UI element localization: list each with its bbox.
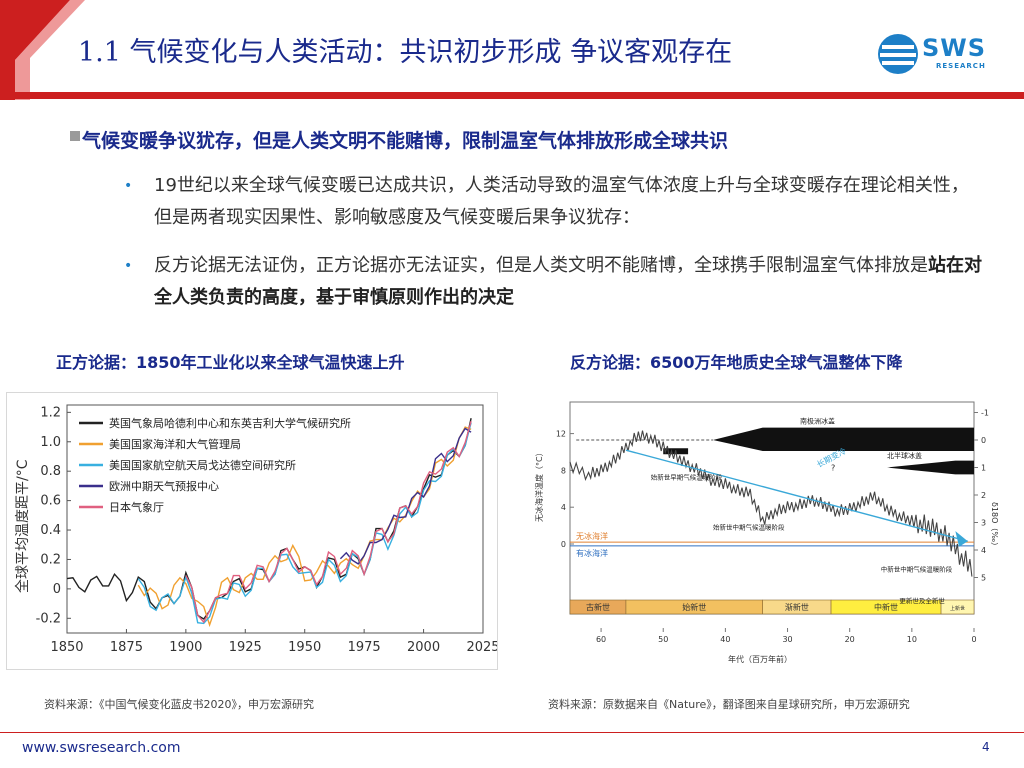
footer-divider bbox=[0, 732, 1024, 733]
y-tick-label-right: 0 bbox=[981, 436, 986, 445]
antarctic-ice-bar bbox=[712, 427, 974, 451]
right-chart-caption: 反方论据：6500万年地质史全球气温整体下降 bbox=[570, 353, 903, 372]
square-bullet-icon bbox=[70, 131, 80, 141]
legend-entry: 欧洲中期天气预报中心 bbox=[109, 479, 219, 493]
y-tick-label-right: 5 bbox=[981, 574, 986, 583]
bullet-item-2: • 反方论据无法证伪，正方论据亦无法证实，但是人类文明不能赌博，全球携手限制温室… bbox=[124, 250, 984, 314]
epoch-label: 渐新世 bbox=[785, 602, 809, 612]
logo-subtext: RESEARCH bbox=[936, 62, 986, 70]
y-tick-label-left: 8 bbox=[561, 466, 566, 475]
x-tick-label: 2000 bbox=[407, 640, 440, 655]
annotation: 始新世中期气候温暖阶段 bbox=[713, 522, 785, 531]
bullet-text: 19世纪以来全球气候变暖已达成共识，人类活动导致的温室气体浓度上升与全球变暖存在… bbox=[154, 175, 969, 228]
epoch-label: 始新世 bbox=[682, 602, 706, 612]
trend-arrow-icon bbox=[955, 531, 968, 547]
left-source-note: 资料来源：《中国气候变化蓝皮书2020》，申万宏源研究 bbox=[44, 698, 314, 711]
header-bar bbox=[0, 0, 1024, 100]
y-tick-label-left: 0 bbox=[561, 540, 566, 549]
ocean-label: 无冰海洋 bbox=[576, 531, 608, 541]
sws-logo: SWS RESEARCH bbox=[876, 32, 1002, 76]
y-tick-label-right: 4 bbox=[981, 546, 986, 555]
section-heading: 气候变暖争议犹存，但是人类文明不能赌博，限制温室气体排放形成全球共识 bbox=[70, 126, 729, 153]
left-chart-caption: 正方论据：1850年工业化以来全球气温快速上升 bbox=[56, 353, 405, 372]
y-tick-label: 0 bbox=[53, 582, 61, 597]
x-axis-label: 年代（百万年前） bbox=[728, 654, 792, 664]
series-line-4 bbox=[339, 427, 472, 565]
y-tick-label: 0.2 bbox=[40, 552, 61, 567]
x-tick-label: 10 bbox=[907, 635, 917, 644]
bullet-item-1: • 19世纪以来全球气候变暖已达成共识，人类活动导致的温室气体浓度上升与全球变暖… bbox=[124, 170, 984, 234]
temperature-series-line bbox=[569, 430, 973, 577]
legend-entry: 美国国家海洋和大气管理局 bbox=[109, 437, 241, 451]
x-tick-label: 1950 bbox=[288, 640, 321, 655]
x-tick-label: 1975 bbox=[348, 640, 381, 655]
annotation: ? bbox=[831, 463, 835, 472]
northern-ice-bar bbox=[886, 460, 974, 475]
x-tick-label: 1875 bbox=[110, 640, 143, 655]
series-line-2 bbox=[137, 426, 472, 628]
y-tick-label-right: -1 bbox=[981, 409, 989, 418]
x-tick-label: 60 bbox=[596, 635, 606, 644]
footer-url[interactable]: www.swsresearch.com bbox=[22, 740, 181, 756]
temperature-anomaly-chart: 全球平均温度距平/°C 1.2 1.0 0.8 0.6 0.4 0.2 0 -0.2 1850… bbox=[14, 404, 500, 655]
left-chart-panel: 全球平均温度距平/°C 1.2 1.0 0.8 0.6 0.4 0.2 0 -0.2 1850… bbox=[6, 392, 500, 670]
y-tick-label-right: 3 bbox=[981, 519, 986, 528]
x-tick-label: 40 bbox=[720, 635, 730, 644]
epoch-label: 上新世 bbox=[950, 605, 965, 612]
y-tick-label: 1.0 bbox=[40, 435, 61, 450]
cooling-trend-line bbox=[625, 449, 968, 542]
bullet-dot-icon: • bbox=[124, 258, 133, 274]
x-tick-label: 2025 bbox=[466, 640, 497, 655]
legend-entry: 美国国家航空航天局戈达德空间研究所 bbox=[109, 458, 296, 472]
bullet-text: 反方论据无法证伪，正方论据亦无法证实，但是人类文明不能赌博，全球携手限制温室气体… bbox=[154, 255, 928, 276]
ice-label: 北半球冰盖 bbox=[887, 451, 922, 460]
logo-mark-icon bbox=[878, 34, 918, 74]
epoch-label: 中新世 bbox=[874, 602, 898, 612]
epoch-label: 古新世 bbox=[586, 602, 610, 612]
x-tick-label: 1925 bbox=[229, 640, 262, 655]
logo-text: SWS bbox=[922, 34, 987, 62]
y-tick-label: 0.6 bbox=[40, 494, 61, 509]
series-line-3 bbox=[137, 422, 472, 625]
y-tick-label: 1.2 bbox=[40, 405, 61, 420]
x-tick-label: 1900 bbox=[169, 640, 202, 655]
y-axis-label: 全球平均温度距平/°C bbox=[14, 459, 31, 593]
y-tick-label-right: 2 bbox=[981, 491, 986, 500]
section-heading-text: 气候变暖争议犹存，但是人类文明不能赌博，限制温室气体排放形成全球共识 bbox=[82, 130, 729, 152]
right-source-note: 资料来源：原数据来自《Nature》，翻译图来自星球研究所，申万宏源研究 bbox=[548, 698, 910, 711]
y-tick-label-left: 4 bbox=[561, 503, 566, 512]
x-tick-label: 20 bbox=[845, 635, 855, 644]
y-tick-label: -0.2 bbox=[36, 611, 61, 626]
annotation: 中新世中期气候温暖阶段 bbox=[881, 565, 953, 574]
bullet-dot-icon: • bbox=[124, 178, 133, 194]
ocean-label: 有冰海洋 bbox=[576, 548, 608, 558]
geologic-temperature-chart: 无冰海洋温度（°C） δ18O（‰） 年代（百万年前） 60 50 40 30 20 10… bbox=[534, 401, 999, 664]
y-tick-label-right: 1 bbox=[981, 464, 986, 473]
y-tick-label: 0.8 bbox=[40, 464, 61, 479]
epoch-band bbox=[940, 599, 975, 615]
x-tick-label: 30 bbox=[782, 635, 792, 644]
right-axis-label: δ18O（‰） bbox=[990, 502, 998, 550]
right-chart-panel: 无冰海洋温度（°C） δ18O（‰） 年代（百万年前） 60 50 40 30 20 10… bbox=[528, 392, 999, 668]
annotation: 始新世早期气候温暖阶段 bbox=[651, 473, 723, 482]
legend-entry: 日本气象厅 bbox=[109, 500, 164, 514]
ice-label: 南极洲冰盖 bbox=[800, 417, 835, 426]
x-tick-label: 1850 bbox=[50, 640, 83, 655]
series-line-5 bbox=[185, 421, 472, 624]
y-tick-label-left: 12 bbox=[556, 430, 566, 439]
annotation: 更新世及全新世 bbox=[899, 596, 945, 605]
left-axis-label: 无冰海洋温度（°C） bbox=[534, 448, 544, 522]
bullet-bold-text: 站在对全人类负责的高度，基于审慎原则作出的决定 bbox=[154, 255, 982, 308]
x-tick-label: 50 bbox=[658, 635, 668, 644]
page-number: 4 bbox=[982, 740, 990, 754]
page-title: 1.1 气候变化与人类活动：共识初步形成 争议客观存在 bbox=[78, 37, 733, 68]
x-tick-label: 0 bbox=[971, 635, 976, 644]
y-tick-label: 0.4 bbox=[40, 523, 61, 538]
plot-frame bbox=[66, 404, 484, 634]
legend-entry: 英国气象局哈德利中心和东英吉利大学气候研究所 bbox=[109, 416, 351, 430]
